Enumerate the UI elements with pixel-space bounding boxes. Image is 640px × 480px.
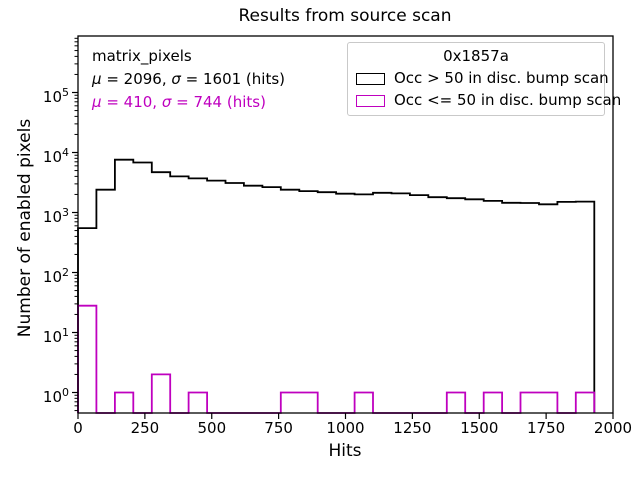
sigma-symbol: σ [161,93,172,111]
x-tick-label: 0 [73,419,83,437]
x-tick-label: 1000 [326,419,365,437]
stats-line-matrix-pixels: matrix_pixels [92,47,192,65]
legend-label: Occ > 50 in disc. bump scan [394,69,609,87]
x-tick-label: 1500 [460,419,499,437]
y-tick-label: 102 [42,265,69,286]
x-tick-label: 750 [264,419,293,437]
y-tick-label: 105 [42,85,69,106]
legend-label: Occ <= 50 in disc. bump scan [394,91,622,109]
x-tick-label: 250 [130,419,160,437]
histogram-series-1 [77,304,596,414]
chart-title: Results from source scan [238,6,452,26]
mu-value-text: = 2096, [101,70,172,88]
sigma-symbol: σ [171,70,181,88]
y-tick-label: 104 [42,145,69,166]
sigma-value-text: = 1601 (hits) [180,70,286,88]
y-tick-label: 101 [42,325,69,346]
x-tick-label: 1250 [393,419,432,437]
y-tick-label: 103 [42,205,69,226]
legend-item: Occ > 50 in disc. bump scan [356,69,609,88]
x-tick-label: 2000 [593,419,633,437]
mu-symbol: μ [92,70,102,88]
y-tick-label: 100 [42,385,69,406]
mu-symbol: μ [92,93,102,111]
mu-value-text: = 410, [101,93,162,111]
stats-line-black-series: μ = 2096, σ = 1601 (hits) [92,68,285,91]
legend-item: Occ <= 50 in disc. bump scan [356,91,621,110]
stats-line-magenta-series: μ = 410, σ = 744 (hits) [92,91,285,114]
legend-swatch-occ-gt-50 [356,72,385,85]
histogram-series-0 [77,158,596,413]
legend-swatch-occ-le-50 [356,94,385,107]
x-tick-label: 500 [197,419,227,437]
legend-title: 0x1857a [443,47,509,65]
x-tick-label: 1750 [527,419,566,437]
stats-annotation: matrix_pixels μ = 2096, σ = 1601 (hits) … [92,45,285,114]
x-axis-label: Hits [328,441,362,461]
legend: 0x1857a Occ > 50 in disc. bump scan Occ … [347,42,621,116]
sigma-value-text: = 744 (hits) [171,93,266,111]
